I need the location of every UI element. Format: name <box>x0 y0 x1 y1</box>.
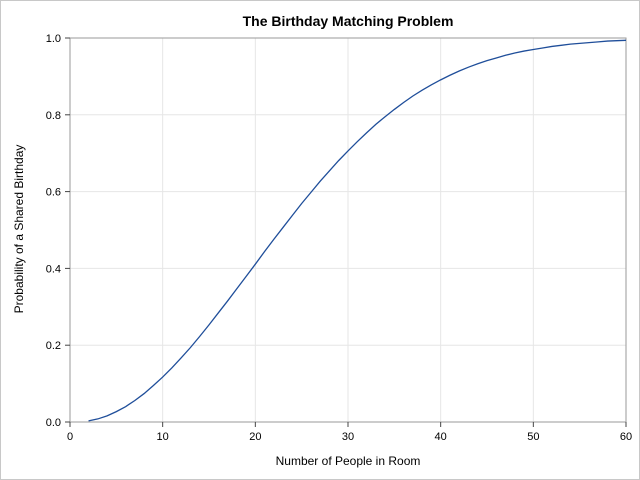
grid <box>69 37 627 423</box>
y-tick-label: 0.6 <box>46 187 61 199</box>
y-tick-label: 0.0 <box>46 417 61 429</box>
chart-title: The Birthday Matching Problem <box>243 13 454 29</box>
y-tick-label: 1.0 <box>46 33 61 45</box>
y-tick-label: 0.2 <box>46 340 61 352</box>
x-tick-label: 50 <box>527 431 539 443</box>
x-tick-label: 0 <box>67 431 73 443</box>
axis-ticks: 0 10 20 30 40 50 60 0.0 0.2 0.4 0.6 0.8 1.0 <box>46 33 632 443</box>
x-tick-label: 40 <box>435 431 447 443</box>
y-tick-label: 0.4 <box>46 263 61 275</box>
series-line <box>88 39 627 422</box>
x-tick-label: 60 <box>620 431 632 443</box>
x-axis-label: Number of People in Room <box>276 454 421 468</box>
y-axis-label: Probability of a Shared Birthday <box>12 145 26 314</box>
x-tick-label: 20 <box>249 431 261 443</box>
x-tick-label: 10 <box>157 431 169 443</box>
series-group <box>88 39 627 422</box>
x-tick-label: 30 <box>342 431 354 443</box>
y-tick-label: 0.8 <box>46 110 61 122</box>
